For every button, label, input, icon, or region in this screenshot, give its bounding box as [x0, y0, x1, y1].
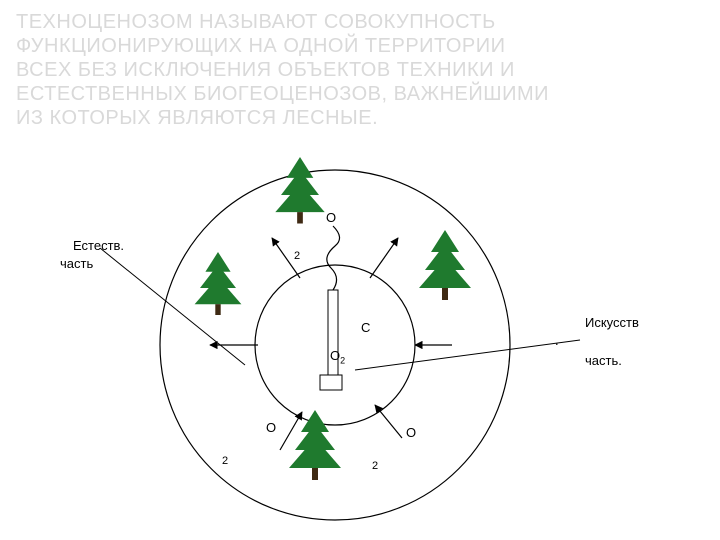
label-O2sub-1: 2	[222, 455, 228, 467]
label-O-2: О	[406, 425, 416, 440]
label-inner-CO2: О2	[330, 348, 345, 366]
label-O-0: О	[326, 210, 336, 225]
label-artificial-dot: .	[555, 333, 559, 348]
label-artificial-2: часть.	[585, 353, 622, 368]
label-O2sub-2: 2	[372, 460, 378, 472]
label-O-1: О	[266, 420, 276, 435]
label-O2sub-0: 2	[294, 250, 300, 262]
label-natural-1: Естеств.	[73, 238, 124, 253]
diagram-stage: ТЕХНОЦЕНОЗОМ НАЗЫВАЮТ СОВОКУПНОСТЬ ФУНКЦ…	[0, 0, 720, 540]
technocenosis-diagram	[0, 0, 720, 540]
label-natural-2: часть	[60, 256, 93, 271]
label-inner-C: С	[361, 320, 370, 335]
label-artificial-1: Искусств	[585, 315, 639, 330]
